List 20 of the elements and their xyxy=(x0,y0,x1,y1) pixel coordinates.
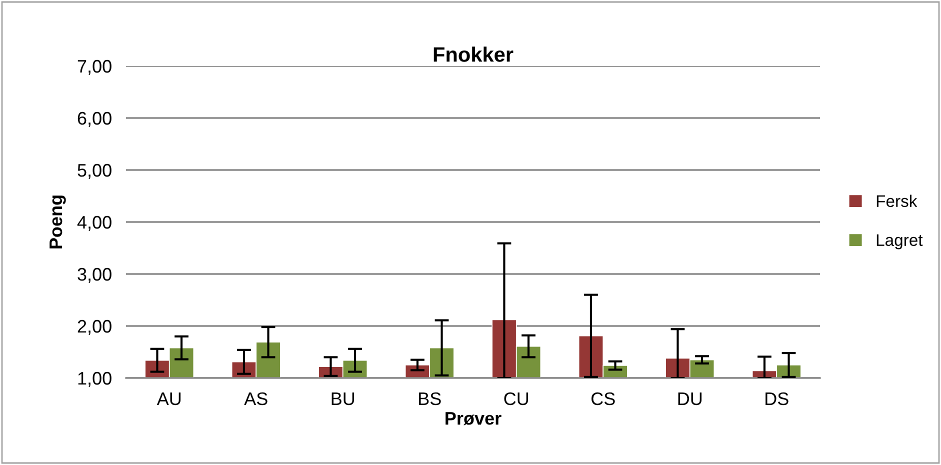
x-tick-label: BU xyxy=(332,392,354,406)
y-tick-label: 2,00 xyxy=(78,320,112,335)
x-axis-title: Prøver xyxy=(446,412,502,426)
x-tick-label: AS xyxy=(244,392,268,406)
y-tick-label: 1,00 xyxy=(78,372,112,387)
y-tick-label: 7,00 xyxy=(78,60,112,75)
legend-label: Fersk xyxy=(876,194,918,208)
legend-label: Lagret xyxy=(876,234,923,250)
y-tick-label: 3,00 xyxy=(78,268,112,283)
y-axis-title: Poeng xyxy=(50,196,66,248)
y-tick-label: 4,00 xyxy=(77,216,112,231)
x-tick-label: DU xyxy=(678,392,702,406)
chart-title: Fnokker xyxy=(434,46,514,62)
x-tick-label: BS xyxy=(419,392,441,406)
x-tick-label: AU xyxy=(156,392,181,406)
x-tick-label: DS xyxy=(766,392,788,406)
y-tick-label: 5,00 xyxy=(78,164,112,179)
y-tick-label: 6,00 xyxy=(78,112,112,127)
x-tick-label: CS xyxy=(592,392,615,406)
x-tick-label: CU xyxy=(504,392,528,406)
